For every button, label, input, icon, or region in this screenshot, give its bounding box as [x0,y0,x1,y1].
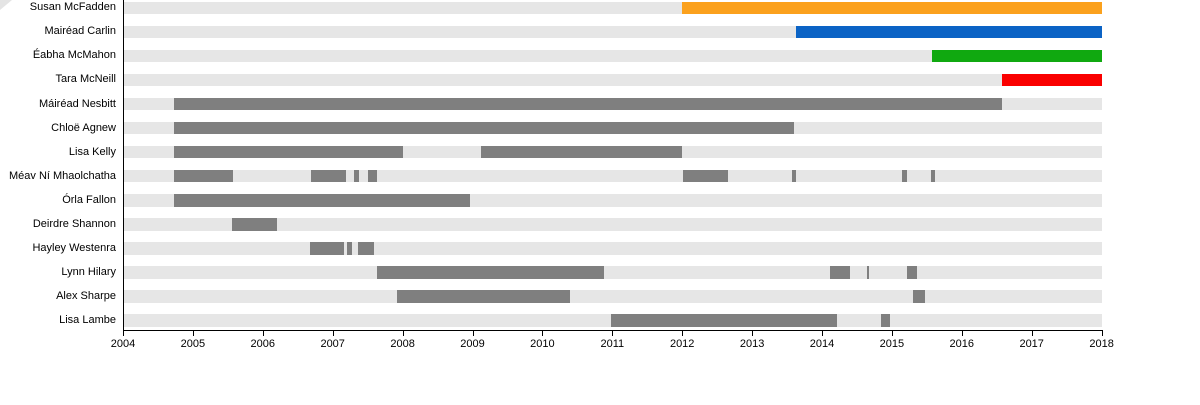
bar-segment [796,25,1102,39]
y-axis-line [123,0,124,331]
axis-tick-label: 2009 [460,338,485,350]
row-label: Órla Fallon [62,193,116,206]
bar-segment [791,169,797,183]
bar-segment [931,169,935,183]
bar-segment [353,169,359,183]
axis-tick-label: 2007 [320,338,345,350]
row-label: Susan McFadden [29,1,116,14]
bar-segment [357,242,374,255]
row-track [123,49,1102,63]
axis-tick-label: 2018 [1089,338,1114,350]
axis-tick [123,330,124,336]
axis-tick-label: 2005 [180,338,206,350]
row-label: Deirdre Shannon [32,217,116,230]
axis-tick [262,330,264,336]
row-label: Mairéad Carlin [44,25,116,38]
axis-tick [402,330,404,336]
bar-segment [367,169,378,183]
axis-tick [1101,330,1103,336]
axis-tick-label: 2015 [879,338,905,350]
axis-tick-label: 2016 [949,338,975,350]
bar-segment [397,290,571,303]
row-label: Hayley Westenra [32,241,116,254]
bar-segment [309,242,344,255]
bar-segment [1001,73,1102,87]
row-label: Méav Ní Mhaolchatha [9,169,116,182]
row-label: Lynn Hilary [61,266,116,279]
bar-segment [232,218,277,231]
axis-tick-label: 2012 [669,338,695,350]
axis-tick [891,330,893,336]
axis-tick-label: 2011 [600,338,625,350]
bar-segment [480,145,683,159]
corner-artifact [0,0,12,10]
bar-segment [907,266,918,279]
row-label: Máiréad Nesbitt [38,97,116,110]
bar-segment [174,194,470,207]
row-track [123,169,1102,183]
row-label: Lisa Kelly [68,145,116,158]
bar-segment [311,169,346,183]
bar-segment [376,266,604,279]
row-track [123,290,1102,303]
axis-tick [822,330,823,336]
row-label: Tara McNeill [55,73,116,86]
bar-segment [610,314,838,327]
bar-segment [346,242,352,255]
axis-tick-label: 2006 [250,338,276,350]
row-label: Lisa Lambe [59,314,116,327]
axis-tick [1031,330,1033,336]
axis-tick-label: 2008 [390,338,415,350]
axis-tick [192,330,194,336]
row-label: Éabha McMahon [32,49,116,62]
bar-segment [174,97,1002,111]
row-track [123,266,1102,279]
axis-tick [472,330,474,336]
axis-tick-label: 2014 [809,338,835,350]
bar-segment [866,266,869,279]
axis-tick [752,330,754,336]
axis-tick [612,330,614,336]
bar-segment [682,1,1102,14]
bar-segment [881,314,891,327]
axis-tick [961,330,963,336]
axis-tick [682,330,684,336]
axis-tick-label: 2004 [110,338,136,350]
bar-segment [902,169,908,183]
row-track [123,218,1102,231]
axis-tick-label: 2010 [530,338,555,350]
bar-segment [682,169,728,183]
row-label: Chloë Agnew [51,121,116,134]
row-track [123,242,1102,255]
bar-segment [912,290,925,303]
axis-tick-label: 2013 [739,338,765,350]
axis-tick-label: 2017 [1019,338,1044,350]
bar-segment [174,121,795,135]
bar-segment [174,145,403,159]
axis-tick [542,330,544,336]
bar-segment [830,266,850,279]
row-track [123,73,1102,87]
row-label: Alex Sharpe [56,290,116,303]
bar-segment [174,169,234,183]
axis-tick [332,330,334,336]
bar-segment [932,49,1102,63]
